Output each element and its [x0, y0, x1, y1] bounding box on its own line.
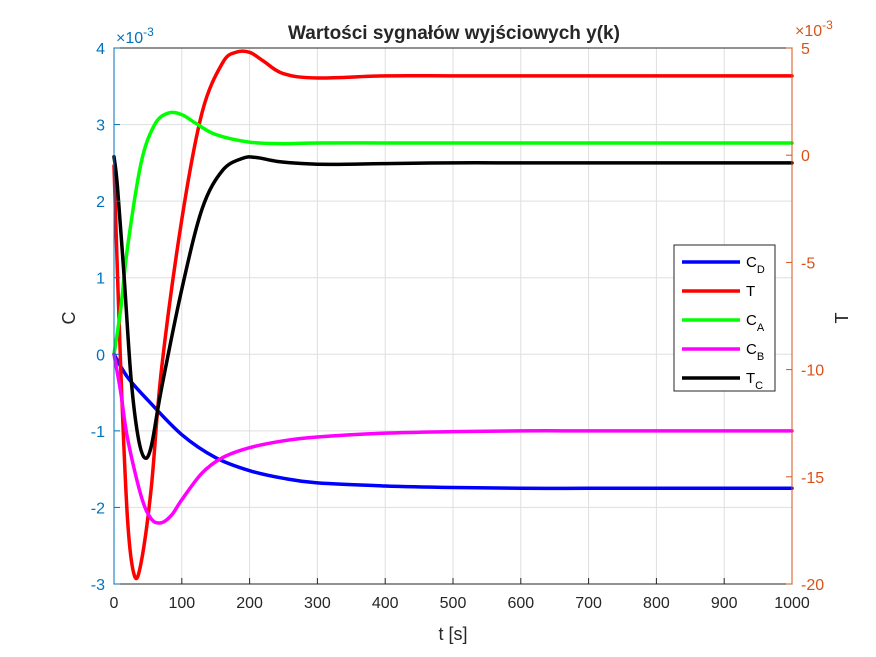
x-tick-label: 700 [575, 595, 602, 612]
x-tick-label: 300 [304, 595, 331, 612]
series-line-cb [112, 352, 794, 525]
y-left-tick-label: -1 [91, 424, 105, 441]
y-right-exponent: ×10-3 [795, 18, 833, 40]
y-right-tick-label: -10 [801, 363, 824, 380]
x-tick-label: 900 [711, 595, 738, 612]
series-layer [112, 49, 794, 581]
y-left-tick-label: 3 [96, 118, 105, 135]
y-right-tick-label: -20 [801, 577, 824, 594]
y-left-axis-label: C [59, 312, 79, 325]
y-left-exponent: ×10-3 [116, 25, 154, 47]
x-tick-label: 100 [168, 595, 195, 612]
legend-box [673, 244, 776, 392]
y-left-tick-label: -2 [91, 500, 105, 517]
x-tick-label: 1000 [774, 595, 810, 612]
series-line-ca [112, 110, 794, 357]
series-line-cd [112, 352, 794, 491]
legend-entry-label: TC [746, 370, 763, 392]
y-left-tick-label: 4 [96, 41, 105, 58]
x-tick-label: 200 [236, 595, 263, 612]
legend: CD T CA CB TC [673, 244, 776, 392]
x-tick-label: 0 [110, 595, 119, 612]
y-right-tick-label: -5 [801, 255, 815, 272]
y-left-tick-label: 1 [96, 271, 105, 288]
legend-entry-label: T [746, 283, 755, 300]
y-right-axis-label: T [832, 313, 852, 324]
legend-entry-label: CB [746, 341, 764, 363]
x-tick-label: 800 [643, 595, 670, 612]
axes: 0 100 200 300 400 500 600 700 800 900 1000-3-2-101… [91, 41, 824, 612]
y-right-tick-label: -15 [801, 470, 824, 487]
legend-entry-label: CD [746, 254, 765, 276]
series-line-t [112, 49, 794, 581]
x-axis-label: t [s] [438, 624, 467, 644]
x-tick-label: 400 [372, 595, 399, 612]
y-right-tick-label: 0 [801, 148, 810, 165]
series-line-tc [112, 154, 794, 461]
legend-entry-label: CA [746, 312, 765, 334]
y-left-tick-label: -3 [91, 577, 105, 594]
chart-title: Wartości sygnałów wyjściowych y(k) [288, 23, 620, 44]
y-left-tick-label: 0 [96, 347, 105, 364]
y-right-tick-label: 5 [801, 41, 810, 58]
y-left-tick-label: 2 [96, 194, 105, 211]
x-tick-label: 600 [507, 595, 534, 612]
x-tick-label: 500 [440, 595, 467, 612]
